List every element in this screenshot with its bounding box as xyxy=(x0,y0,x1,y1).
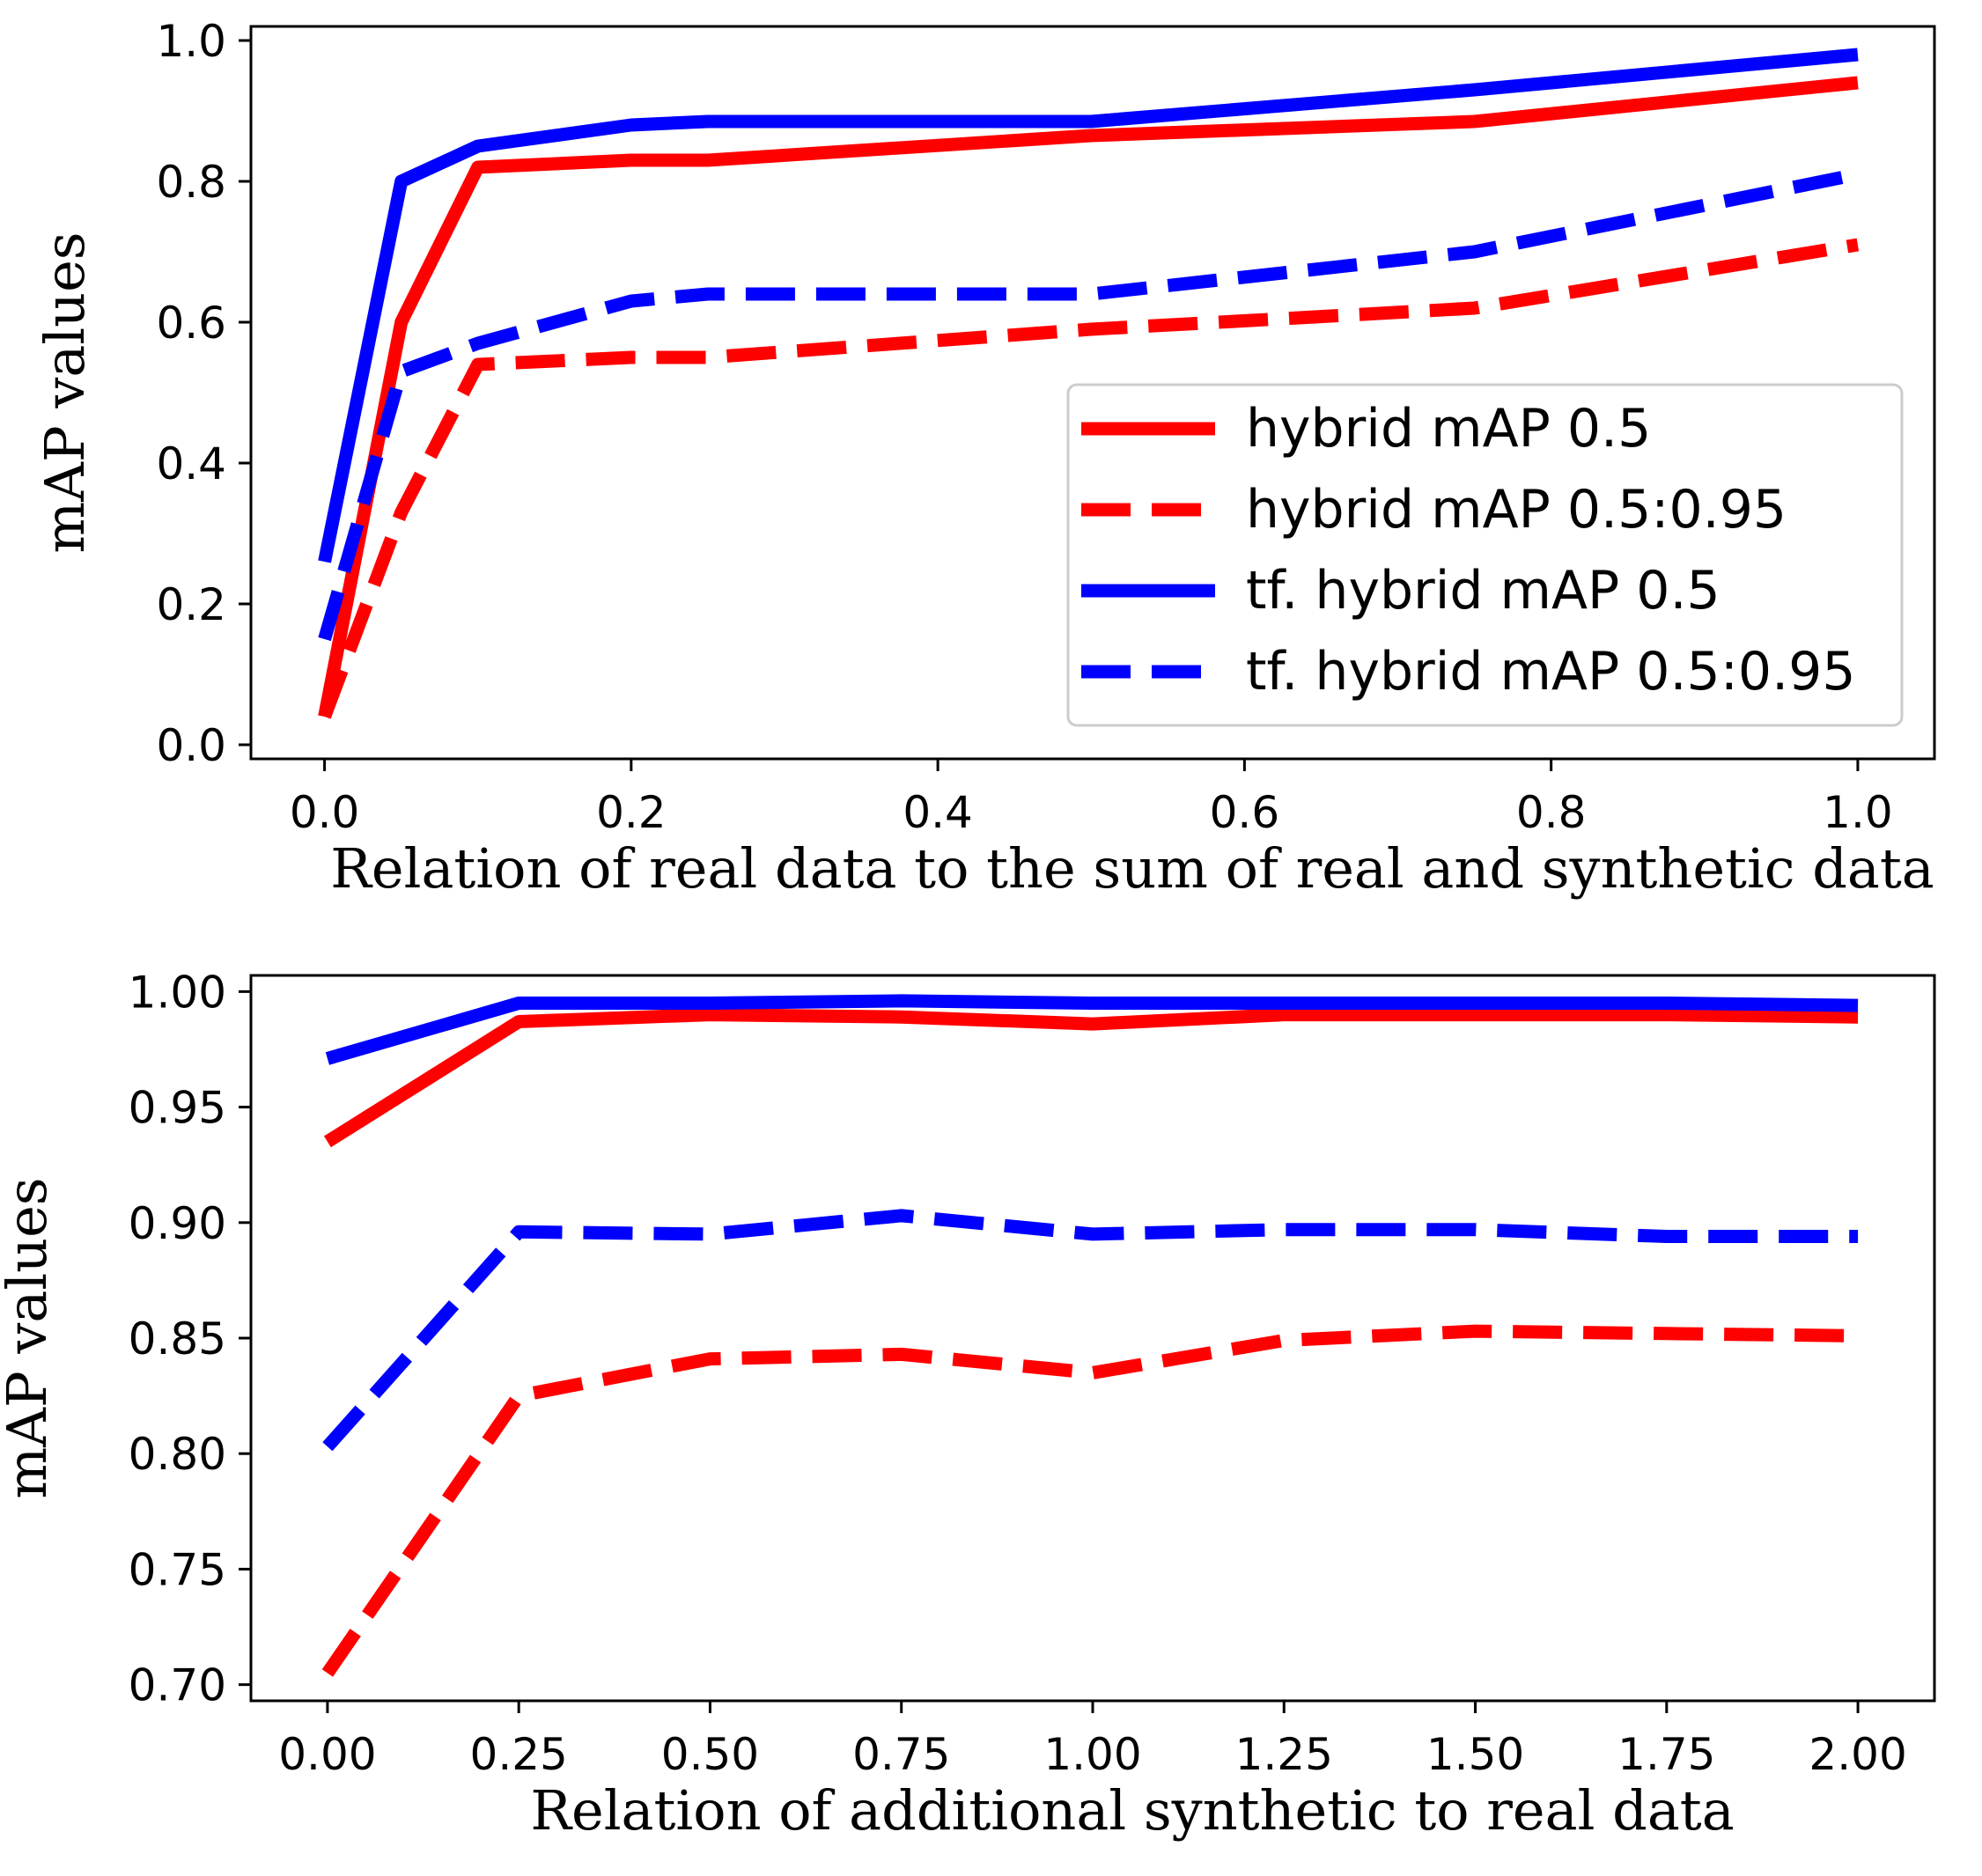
legend-label: tf. hybrid mAP 0.5:0.95 xyxy=(1246,641,1856,703)
legend-box xyxy=(1066,383,1904,727)
x-tick-label: 1.00 xyxy=(1043,1729,1141,1780)
series-line-hybrid-map-0-5-0-95 xyxy=(318,238,1860,719)
series-line-tf-hybrid-map-0-5 xyxy=(325,994,1859,1065)
y-tick-label: 1.0 xyxy=(156,16,226,67)
legend-label: hybrid mAP 0.5:0.95 xyxy=(1246,479,1787,541)
x-tick-label: 1.25 xyxy=(1235,1729,1333,1780)
x-tick-label: 1.75 xyxy=(1617,1729,1715,1780)
x-tick-label: 0.6 xyxy=(1210,787,1280,838)
x-tick-label: 0.8 xyxy=(1516,787,1587,838)
y-tick-label: 0.0 xyxy=(156,720,226,771)
y-tick-label: 0.95 xyxy=(129,1083,226,1134)
x-tick-label: 0.4 xyxy=(903,787,973,838)
y-axis-label: mAP values xyxy=(0,1177,59,1498)
x-tick-label: 0.0 xyxy=(290,787,360,838)
plot-frame xyxy=(249,25,1936,761)
x-axis-label: Relation of additional synthetic to real… xyxy=(530,1778,1734,1843)
x-tick-label: 0.00 xyxy=(278,1729,376,1780)
x-tick-label: 0.50 xyxy=(661,1729,759,1780)
x-tick-label: 2.00 xyxy=(1809,1729,1906,1780)
x-tick-label: 0.2 xyxy=(596,787,667,838)
series-line-hybrid-map-0-5-0-95 xyxy=(321,1324,1859,1677)
series-line-hybrid-map-0-5 xyxy=(318,76,1859,718)
y-tick-label: 0.80 xyxy=(129,1429,226,1480)
legend-label: tf. hybrid mAP 0.5 xyxy=(1246,560,1720,622)
y-tick-label: 0.4 xyxy=(156,438,226,489)
x-axis-label: Relation of real data to the sum of real… xyxy=(330,836,1934,901)
y-tick-label: 0.90 xyxy=(129,1198,226,1249)
series-line-hybrid-map-0-5 xyxy=(323,1008,1859,1148)
series-line-tf-hybrid-map-0-5 xyxy=(318,48,1859,563)
series-line-tf-hybrid-map-0-5-0-95 xyxy=(318,167,1860,642)
y-tick-label: 1.00 xyxy=(129,967,226,1018)
legend: hybrid mAP 0.5 hybrid mAP 0.5:0.95 tf. hyb… xyxy=(1066,383,1904,727)
legend-label: hybrid mAP 0.5 xyxy=(1246,398,1651,460)
y-tick-label: 0.85 xyxy=(129,1313,226,1365)
chart-1: 0.0 0.2 0.4 0.6 0.8 1.00.00.20.40.60.81.0Rela… xyxy=(33,16,1936,901)
y-tick-label: 0.70 xyxy=(129,1660,226,1711)
x-tick-label: 1.0 xyxy=(1823,787,1893,838)
y-tick-label: 0.8 xyxy=(156,157,226,208)
y-tick-label: 0.6 xyxy=(156,298,226,349)
y-tick-label: 0.2 xyxy=(156,579,226,630)
x-tick-label: 0.25 xyxy=(470,1729,568,1780)
series-line-tf-hybrid-map-0-5-0-95 xyxy=(322,1209,1859,1452)
chart-2: 0.00 0.25 0.50 0.75 1.00 1.25 1.50 1.75 2.00 0.70… xyxy=(0,967,1936,1843)
x-tick-label: 1.50 xyxy=(1426,1729,1524,1780)
y-axis-label: mAP values xyxy=(33,232,97,553)
x-tick-label: 0.75 xyxy=(852,1729,950,1780)
y-tick-label: 0.75 xyxy=(129,1544,226,1595)
